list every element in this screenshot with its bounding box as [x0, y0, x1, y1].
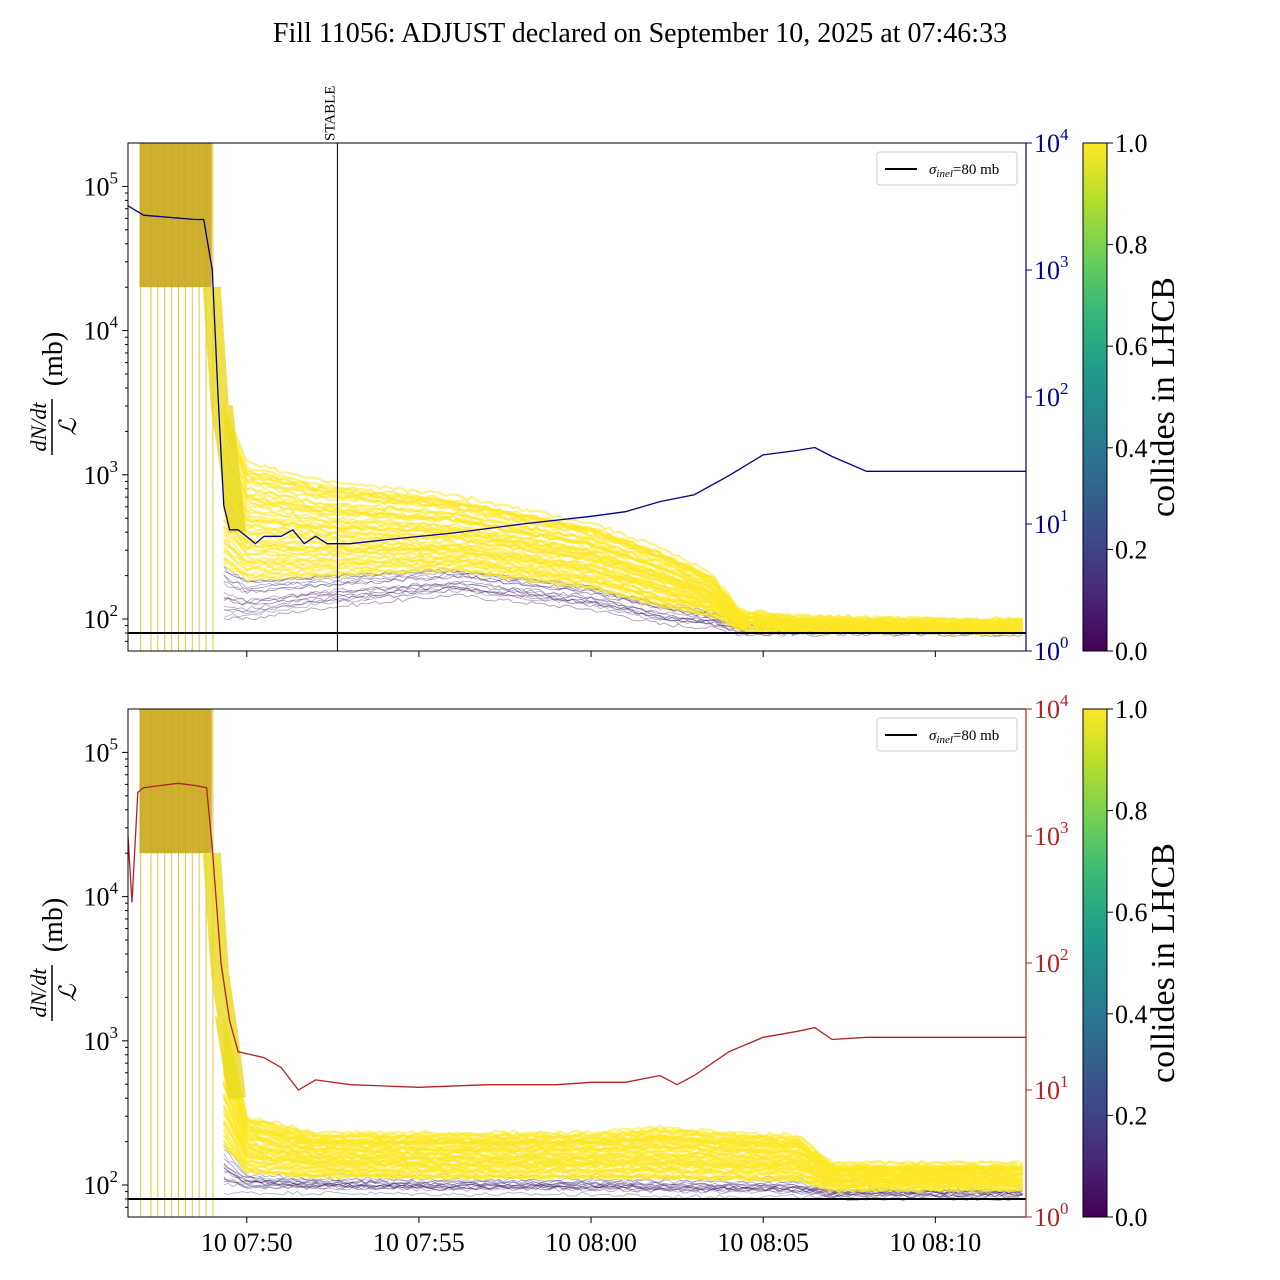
bunch-trace: [223, 1167, 1023, 1197]
bunch-trace: [223, 1166, 1023, 1199]
colorbar-tick-label: 0.2: [1115, 1101, 1148, 1130]
plot-area: [128, 709, 1026, 1217]
early-trace-block: [139, 143, 212, 288]
y-tick-label: 105: [84, 168, 119, 201]
bunch-trace: [223, 1182, 1023, 1196]
bunch-trace: [223, 1163, 1023, 1198]
colorbar-tick-label: 0.6: [1115, 898, 1148, 927]
y2-tick-label: 102: [1034, 379, 1069, 412]
y2-tick-label: 103: [1034, 252, 1069, 285]
bunch-trace: [222, 1019, 1023, 1171]
bunch-trace: [223, 593, 1023, 637]
stable-marker-label: STABLE: [322, 86, 338, 141]
y2-tick-label: 104: [1034, 125, 1069, 158]
bunch-trace-descent: [202, 286, 246, 534]
bunch-trace: [222, 1143, 1023, 1194]
bunch-trace: [222, 1017, 1024, 1167]
colorbar-tick-label: 1.0: [1115, 129, 1148, 158]
bunch-trace: [223, 581, 1023, 635]
x-tick-label: 10 08:00: [545, 1228, 637, 1257]
colorbar-tick-label: 0.8: [1115, 797, 1148, 826]
bunch-trace: [222, 406, 1023, 623]
y-axis-label-denominator: ℒ: [56, 984, 82, 1002]
y2-tick-label: 101: [1034, 506, 1069, 539]
y-tick-label: 104: [84, 879, 119, 912]
bunch-trace: [222, 514, 1023, 634]
colorbar-tick-label: 1.0: [1115, 695, 1148, 724]
colorbar: [1082, 142, 1108, 652]
secondary-series-line: [128, 782, 1026, 1091]
y-axis-label-denominator: ℒ: [56, 418, 82, 436]
figure-title: Fill 11056: ADJUST declared on September…: [272, 18, 1008, 49]
y-tick-label: 102: [84, 1167, 119, 1200]
x-tick-label: 10 07:55: [373, 1228, 465, 1257]
bunch-trace: [222, 410, 1024, 630]
legend-label: σinel=80 mb: [929, 728, 999, 746]
panel-bottom: 102 103 104 105 100 101 102 103 104 10 07:50 10 07…: [26, 691, 1182, 1257]
bunch-trace: [223, 1178, 1023, 1197]
colorbar-tick-label: 0.6: [1115, 332, 1148, 361]
plot-area: [128, 143, 1026, 651]
bunch-trace: [223, 1158, 1023, 1196]
bunch-trace: [222, 1079, 1024, 1183]
y2-tick-label: 103: [1034, 818, 1069, 851]
x-tick-label: 10 08:10: [889, 1228, 981, 1257]
y-axis-label-numerator: dN/dt: [26, 402, 51, 452]
bunch-trace: [223, 1177, 1023, 1199]
y-axis-label: dN/dt ℒ (mb): [26, 332, 82, 455]
colorbar-tick-label: 0.0: [1115, 637, 1148, 666]
colorbar-tick-label: 0.0: [1115, 1203, 1148, 1232]
legend-box: [876, 717, 1018, 752]
colorbar-tick-label: 0.2: [1115, 535, 1148, 564]
colorbar: [1082, 708, 1108, 1218]
bunch-trace: [222, 1134, 1023, 1194]
early-trace-block: [139, 709, 212, 854]
colorbar-tick-label: 0.8: [1115, 231, 1148, 260]
y2-tick-label: 102: [1034, 945, 1069, 978]
secondary-series-line: [128, 205, 1026, 545]
panel-top: STABLE 102 103 104 105 100 101 102 103 104 dN/dt ℒ (…: [26, 86, 1182, 666]
y2-tick-label: 100: [1034, 1199, 1069, 1232]
y-axis-label-unit: (mb): [38, 332, 69, 386]
colorbar-tick-label: 0.4: [1115, 1000, 1148, 1029]
colorbar-tick-label: 0.4: [1115, 434, 1148, 463]
y2-tick-label: 104: [1034, 691, 1069, 724]
colorbar-label: collides in LHCB: [1145, 277, 1182, 517]
y-tick-label: 104: [84, 313, 119, 346]
x-tick-label: 10 07:50: [201, 1228, 293, 1257]
y-tick-label: 102: [84, 601, 119, 634]
y-tick-label: 103: [84, 1023, 119, 1056]
y-axis-label: dN/dt ℒ (mb): [26, 898, 82, 1021]
legend-label: σinel=80 mb: [929, 162, 999, 180]
x-tick-label: 10 08:05: [717, 1228, 809, 1257]
y-axis-label-unit: (mb): [38, 898, 69, 952]
y2-tick-label: 100: [1034, 633, 1069, 666]
bunch-trace: [222, 413, 1023, 627]
y-axis-label-numerator: dN/dt: [26, 968, 51, 1018]
legend-box: [876, 151, 1018, 186]
y-tick-label: 105: [84, 734, 119, 767]
y2-tick-label: 101: [1034, 1072, 1069, 1105]
bunch-trace-descent: [202, 852, 246, 1100]
y-tick-label: 103: [84, 457, 119, 490]
colorbar-label: collides in LHCB: [1145, 843, 1182, 1083]
bunch-trace: [222, 1053, 1023, 1178]
